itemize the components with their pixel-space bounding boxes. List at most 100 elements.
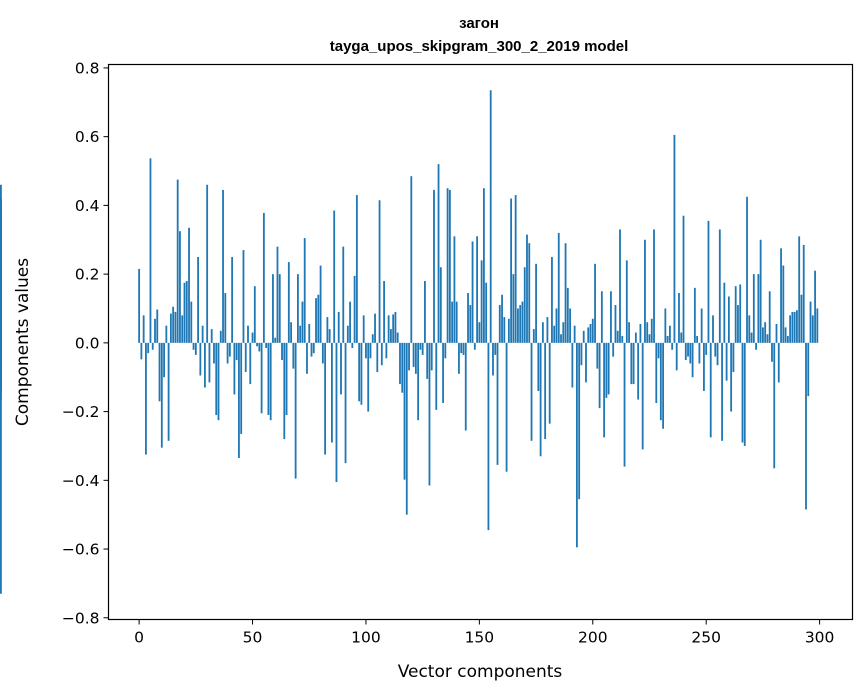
bar (650, 318, 653, 343)
bar (682, 215, 685, 343)
bar (260, 342, 263, 414)
bar (596, 342, 599, 369)
x-tick-label: 100 (351, 629, 381, 647)
bar (662, 342, 664, 429)
bar (621, 335, 624, 343)
bar (194, 342, 197, 355)
bar (505, 342, 508, 472)
bar (201, 325, 204, 343)
bar (437, 164, 440, 343)
bar (571, 342, 574, 388)
bar (730, 342, 733, 412)
bar (421, 342, 424, 355)
bar (213, 342, 215, 364)
bar (707, 220, 710, 343)
bar (199, 342, 202, 376)
bar (693, 287, 696, 343)
bar (369, 342, 372, 359)
bar (478, 322, 481, 343)
bar (179, 231, 181, 343)
bar (587, 327, 590, 343)
bar (324, 342, 327, 455)
bar (691, 342, 694, 378)
y-tick-label: 0.0 (75, 334, 100, 352)
plot-area-frame (107, 63, 854, 621)
bar (512, 274, 515, 343)
bar (154, 318, 156, 343)
bar (190, 301, 193, 343)
bar (206, 184, 209, 343)
bar (267, 342, 270, 416)
bar (698, 342, 701, 364)
bar (439, 267, 442, 343)
bar (358, 342, 361, 402)
bar (455, 301, 458, 343)
chart-title: загон (459, 15, 499, 32)
bar (748, 315, 751, 343)
bar (160, 342, 163, 448)
bar (641, 342, 644, 450)
bar (414, 342, 417, 374)
bar (446, 188, 449, 343)
bar (496, 342, 499, 465)
bar (405, 342, 408, 515)
bar (752, 274, 755, 343)
bar (396, 332, 399, 343)
bar (562, 322, 565, 343)
bar (410, 176, 413, 343)
bar (360, 342, 363, 405)
bar (208, 342, 211, 383)
bar (331, 342, 333, 443)
y-tick-label: −0.6 (62, 541, 100, 559)
bar (541, 322, 544, 343)
bar (453, 236, 456, 343)
bar (448, 189, 451, 343)
bar (789, 315, 792, 343)
bar (653, 229, 655, 343)
bar (764, 322, 767, 343)
bar (548, 342, 551, 424)
y-axis-ticks: 0.8 0.6 0.4 0.2 0.0 −0.2 −0.4 −0.6 −0.8 (62, 59, 109, 627)
bar (712, 315, 714, 343)
bar (696, 335, 699, 343)
bar (362, 315, 365, 343)
bar (532, 329, 535, 343)
bar (376, 342, 379, 373)
bar (312, 342, 315, 354)
bar (501, 294, 503, 343)
bar (169, 313, 172, 343)
bar (535, 263, 537, 343)
bar (732, 342, 735, 373)
bar (308, 323, 311, 343)
bar (390, 329, 392, 343)
bar (784, 327, 787, 343)
bar (489, 90, 492, 343)
bar (247, 325, 249, 343)
bar (163, 342, 165, 378)
bar (614, 305, 617, 343)
bar (285, 342, 288, 416)
bar (600, 291, 603, 343)
bar (185, 281, 188, 343)
y-tick-label: 0.2 (75, 266, 100, 284)
bar (814, 270, 816, 343)
bar (517, 308, 519, 343)
bar (566, 287, 569, 343)
bar (274, 337, 277, 343)
bar (290, 322, 292, 343)
bar (811, 315, 814, 343)
bar (176, 179, 179, 343)
bar (319, 265, 322, 343)
bar (394, 311, 397, 343)
bar (310, 342, 313, 357)
x-axis-ticks: 0 50 100 150 200 250 300 (134, 619, 834, 647)
bar (142, 315, 145, 343)
bar (528, 243, 531, 343)
bar (428, 342, 431, 486)
bar (224, 293, 227, 343)
bar (353, 275, 356, 343)
bar (165, 325, 168, 343)
bar (417, 342, 420, 421)
bars-group (0, 90, 819, 594)
